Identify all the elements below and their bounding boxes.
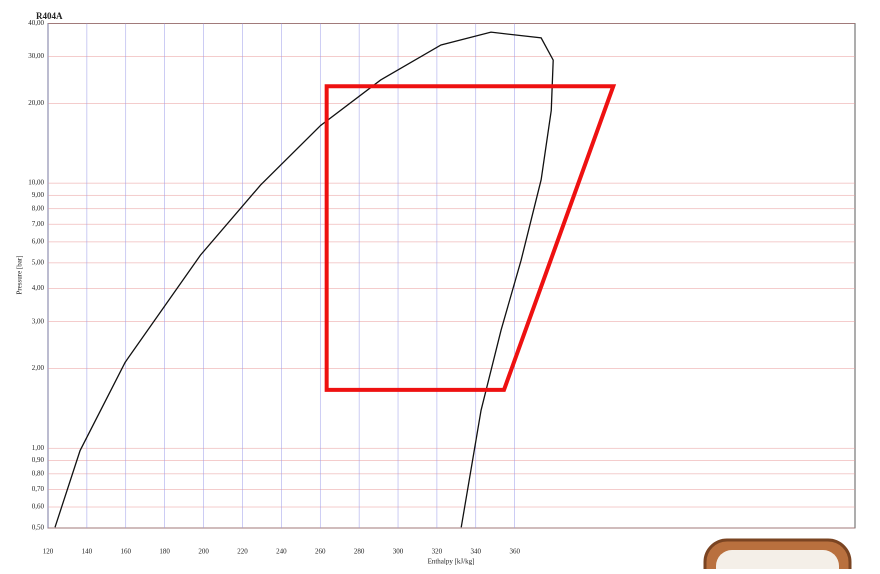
y-tick-label: 7,00 [32,220,45,228]
y-tick-label: 40,00 [28,19,44,27]
y-tick-label: 9,00 [32,191,45,199]
y-tick-label: 30,00 [28,52,44,60]
x-tick-label: 180 [159,548,170,556]
plot-frame [48,24,855,529]
y-tick-label: 3,00 [32,317,45,325]
x-tick-label: 120 [43,548,54,556]
x-tick-label: 320 [432,548,443,556]
coil-photo [705,540,850,569]
x-tick-label: 280 [354,548,365,556]
x-axis-label: Enthalpy [kJ/kg] [428,558,475,566]
y-tick-label: 6,00 [32,238,45,246]
x-tick-label: 300 [393,548,404,556]
x-tick-label: 160 [121,548,132,556]
y-tick-label: 2,00 [32,364,45,372]
y-tick-label: 20,00 [28,99,44,107]
x-tick-label: 140 [82,548,93,556]
y-tick-label: 0,60 [32,503,45,511]
y-tick-label: 0,80 [32,469,45,477]
x-tick-label: 260 [315,548,326,556]
x-tick-label: 200 [198,548,209,556]
y-tick-label: 0,70 [32,485,45,493]
y-tick-label: 1,00 [32,444,45,452]
x-tick-label: 360 [509,548,520,556]
y-axis-label: Pressure [bar] [16,255,24,294]
x-tick-label: 340 [471,548,482,556]
y-tick-label: 8,00 [32,204,45,212]
chart: R404A Enthalpy [kJ/kg] Pressure [bar] 40… [0,0,880,569]
y-tick-label: 0,50 [32,524,45,532]
x-tick-label: 240 [276,548,287,556]
y-tick-label: 4,00 [32,284,45,292]
y-tick-label: 10,00 [28,179,44,187]
x-tick-label: 220 [237,548,248,556]
y-tick-label: 0,90 [32,456,45,464]
y-tick-label: 5,00 [32,259,45,267]
